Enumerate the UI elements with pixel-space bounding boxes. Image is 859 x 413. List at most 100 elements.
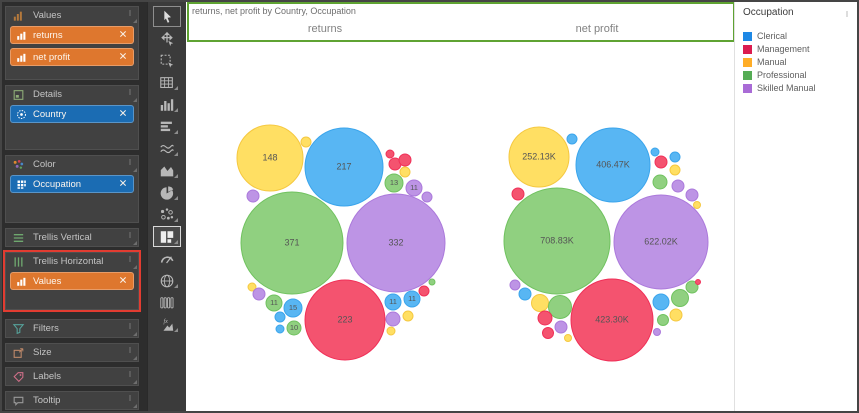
bubble[interactable] <box>548 295 572 319</box>
bubble[interactable] <box>518 287 532 301</box>
bubble[interactable] <box>385 149 395 159</box>
bubble[interactable] <box>246 189 260 203</box>
bubble[interactable] <box>653 328 661 336</box>
field-chip-returns[interactable]: returns <box>10 26 134 44</box>
bubble[interactable] <box>511 187 525 201</box>
shelf-panel-header-size[interactable]: Size <box>6 344 138 361</box>
bubble[interactable] <box>384 293 402 311</box>
bubble[interactable] <box>509 279 521 291</box>
bubble[interactable] <box>531 294 549 312</box>
tool-pointer[interactable] <box>153 6 181 27</box>
bubble[interactable] <box>265 294 283 312</box>
bubble[interactable] <box>657 314 669 326</box>
tool-scatter-chart[interactable] <box>153 204 181 225</box>
bubble[interactable] <box>398 153 412 167</box>
bubble[interactable] <box>304 127 384 207</box>
shelf-panel-header-trellis-vertical[interactable]: Trellis Vertical <box>6 229 138 246</box>
bubble[interactable] <box>428 278 436 286</box>
field-chip-occupation[interactable]: Occupation <box>10 175 134 193</box>
bubble[interactable] <box>654 155 668 169</box>
shelf-panel-header-details[interactable]: Details <box>6 86 138 103</box>
panel-menu-icon[interactable] <box>125 343 135 362</box>
bubble[interactable] <box>286 320 302 336</box>
bubble[interactable] <box>542 327 554 339</box>
tool-marquee[interactable] <box>153 50 181 71</box>
tool-bar-chart[interactable] <box>153 116 181 137</box>
bubble[interactable] <box>503 187 611 295</box>
remove-field-icon[interactable] <box>118 179 128 189</box>
bubble[interactable] <box>575 127 651 203</box>
bubble[interactable] <box>554 320 568 334</box>
remove-field-icon[interactable] <box>118 52 128 62</box>
bubble[interactable] <box>275 324 285 334</box>
bubble[interactable] <box>671 179 685 193</box>
panel-menu-icon[interactable] <box>125 391 135 410</box>
panel-menu-icon[interactable] <box>125 252 135 271</box>
tool-pie-chart[interactable] <box>153 182 181 203</box>
bubble[interactable] <box>386 326 396 336</box>
shelf-panel-header-trellis-horizontal[interactable]: Trellis Horizontal <box>6 253 138 270</box>
bubble[interactable] <box>384 173 404 193</box>
bubble[interactable] <box>537 310 553 326</box>
bubble[interactable] <box>669 151 681 163</box>
tool-grid-chart[interactable] <box>153 72 181 93</box>
bubble[interactable] <box>613 194 709 290</box>
bubble[interactable] <box>669 164 681 176</box>
bubble[interactable] <box>652 174 668 190</box>
bubble[interactable] <box>402 310 414 322</box>
tool-trellis-chart[interactable] <box>153 226 181 247</box>
bubble[interactable] <box>671 289 689 307</box>
tool-map-chart[interactable] <box>153 270 181 291</box>
bubble[interactable] <box>566 133 578 145</box>
bubble[interactable] <box>300 136 312 148</box>
bubble[interactable] <box>669 308 683 322</box>
tool-move[interactable] <box>153 28 181 49</box>
bubble[interactable] <box>283 298 303 318</box>
remove-field-icon[interactable] <box>118 276 128 286</box>
tool-line-chart[interactable] <box>153 138 181 159</box>
legend-item-skilled-manual[interactable]: Skilled Manual <box>743 83 853 93</box>
panel-menu-icon[interactable] <box>125 228 135 247</box>
shelf-panel-header-labels[interactable]: Labels <box>6 368 138 385</box>
bubble[interactable] <box>685 188 699 202</box>
bubble[interactable] <box>346 193 446 293</box>
tool-column-chart[interactable] <box>153 94 181 115</box>
shelf-panel-header-color[interactable]: Color <box>6 156 138 173</box>
panel-menu-icon[interactable] <box>125 6 135 25</box>
bubble[interactable] <box>652 293 670 311</box>
legend-item-manual[interactable]: Manual <box>743 57 853 67</box>
tool-annotation-chart[interactable]: fx <box>153 314 181 335</box>
legend-item-professional[interactable]: Professional <box>743 70 853 80</box>
bubble[interactable] <box>304 279 386 361</box>
bubble[interactable] <box>421 191 433 203</box>
bubble[interactable] <box>695 279 701 285</box>
bubble[interactable] <box>418 285 430 297</box>
bubble[interactable] <box>274 311 286 323</box>
panel-menu-icon[interactable] <box>125 155 135 174</box>
tool-table-chart[interactable] <box>153 292 181 313</box>
legend-item-management[interactable]: Management <box>743 44 853 54</box>
field-chip-values[interactable]: Values <box>10 272 134 290</box>
bubble[interactable] <box>403 290 421 308</box>
bubble[interactable] <box>385 311 401 327</box>
remove-field-icon[interactable] <box>118 30 128 40</box>
bubble[interactable] <box>252 287 266 301</box>
tool-gauge-chart[interactable] <box>153 248 181 269</box>
bubble[interactable] <box>508 126 570 188</box>
bubble[interactable] <box>240 191 344 295</box>
shelf-panel-header-values[interactable]: Values <box>6 7 138 24</box>
remove-field-icon[interactable] <box>118 109 128 119</box>
legend-menu-icon[interactable] <box>841 7 853 24</box>
bubble[interactable] <box>405 179 423 197</box>
panel-menu-icon[interactable] <box>125 85 135 104</box>
shelf-panel-header-tooltip[interactable]: Tooltip <box>6 392 138 409</box>
field-chip-net-profit[interactable]: net profit <box>10 48 134 66</box>
bubble[interactable] <box>693 201 701 209</box>
panel-menu-icon[interactable] <box>125 367 135 386</box>
bubble[interactable] <box>685 280 699 294</box>
tool-area-chart[interactable] <box>153 160 181 181</box>
bubble[interactable] <box>650 147 660 157</box>
field-chip-country[interactable]: Country <box>10 105 134 123</box>
bubble[interactable] <box>564 334 572 342</box>
panel-menu-icon[interactable] <box>125 319 135 338</box>
